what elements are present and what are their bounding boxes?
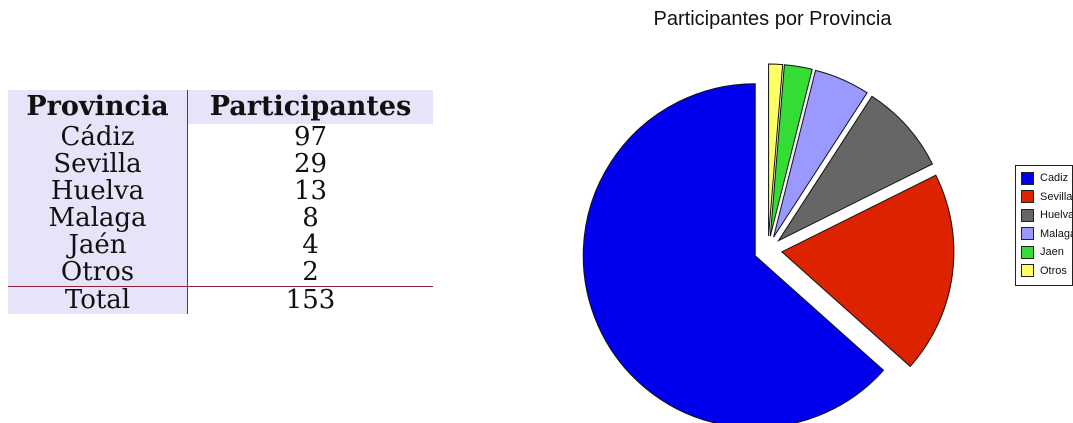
legend-label: Cadiz — [1040, 172, 1069, 185]
legend-item-sevilla: Sevilla — [1016, 189, 1072, 206]
table-row: Huelva 13 — [8, 178, 433, 205]
legend-item-huelva: Huelva — [1016, 207, 1072, 224]
pie-slice-huelva — [777, 95, 934, 242]
table-row: Cádiz 97 — [8, 124, 433, 151]
pie-slice-sevilla — [780, 174, 955, 368]
cell-participantes: 2 — [302, 257, 319, 287]
cell-participantes: 97 — [293, 122, 328, 152]
legend-swatch — [1021, 171, 1034, 185]
pie-slice-otros — [768, 63, 784, 237]
legend-swatch — [1021, 208, 1034, 222]
header-participantes: Participantes — [187, 90, 433, 124]
header-provincia: Provincia — [8, 90, 188, 124]
legend-label: Malaga — [1040, 227, 1073, 240]
participants-table: Provincia Participantes Cádiz 97 Sevilla… — [8, 90, 433, 314]
chart-legend: Cadiz Sevilla Huelva Malaga Jaen Otros — [1015, 165, 1073, 286]
legend-label: Otros — [1040, 264, 1067, 277]
legend-swatch — [1021, 245, 1034, 259]
cell-participantes: 8 — [302, 203, 319, 233]
table-header-row: Provincia Participantes — [8, 90, 433, 124]
legend-item-jaen: Jaen — [1016, 244, 1072, 261]
table-row: Jaén 4 — [8, 232, 433, 259]
pie-slice-jaen — [769, 64, 813, 237]
cell-participantes: 29 — [293, 149, 328, 179]
cell-total-value: 153 — [187, 286, 433, 314]
cell-provincia: Malaga — [8, 205, 188, 232]
cell-total-label: Total — [8, 286, 188, 314]
table-row: Malaga 8 — [8, 205, 433, 232]
pie-slice-malaga — [773, 69, 868, 238]
legend-item-malaga: Malaga — [1016, 226, 1072, 243]
cell-provincia: Cádiz — [8, 124, 188, 151]
cell-provincia: Jaén — [8, 232, 188, 259]
table-row: Sevilla 29 — [8, 151, 433, 178]
cell-provincia: Otros — [8, 259, 188, 287]
pie-slice-cadiz — [582, 83, 885, 423]
cell-participantes: 13 — [293, 176, 328, 206]
cell-provincia: Huelva — [8, 178, 188, 205]
legend-swatch — [1021, 190, 1034, 204]
legend-label: Sevilla — [1040, 190, 1073, 203]
cell-provincia: Sevilla — [8, 151, 188, 178]
table-row: Otros 2 — [8, 259, 433, 287]
legend-label: Huelva — [1040, 209, 1073, 222]
legend-swatch — [1021, 264, 1034, 278]
chart-title: Participantes por Provincia — [653, 8, 892, 30]
legend-item-cadiz: Cadiz — [1016, 170, 1072, 187]
table-total-row: Total 153 — [8, 286, 433, 314]
legend-item-otros: Otros — [1016, 263, 1072, 280]
legend-swatch — [1021, 227, 1034, 241]
cell-participantes: 4 — [302, 230, 319, 260]
legend-label: Jaen — [1040, 246, 1064, 259]
